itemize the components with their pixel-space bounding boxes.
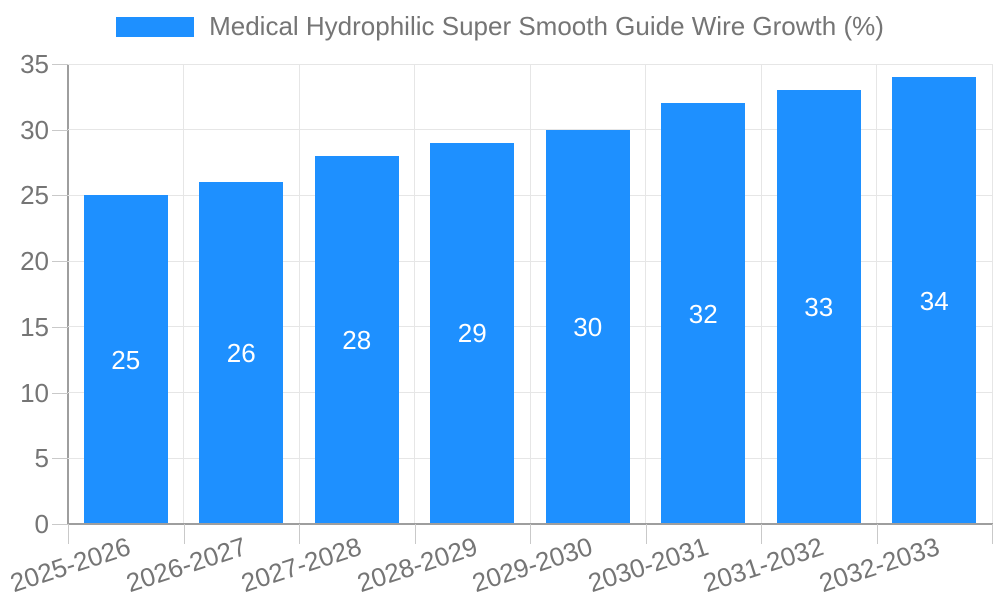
y-tick-label: 30 [20, 114, 49, 145]
y-tick-mark [52, 326, 68, 328]
bar-value-label: 25 [111, 344, 141, 375]
v-gridline [529, 64, 531, 524]
y-tick-label: 5 [34, 443, 49, 474]
v-gridline [645, 64, 646, 524]
bar: 33 [776, 90, 861, 524]
legend-series-label: Medical Hydrophilic Super Smooth Guide W… [209, 11, 884, 41]
x-tick-mark [530, 524, 531, 544]
bar: 30 [545, 129, 630, 524]
x-tick-label: 2030-2031 [584, 531, 712, 599]
y-tick-label: 15 [20, 311, 49, 342]
chart-legend: Medical Hydrophilic Super Smooth Guide W… [0, 11, 1000, 42]
x-tick-label: 2025-2026 [6, 531, 135, 599]
bar: 25 [83, 195, 168, 524]
x-tick-mark [183, 524, 185, 544]
x-tick-label: 2029-2030 [468, 531, 597, 599]
y-tick-mark [52, 129, 68, 131]
x-tick-mark [761, 524, 762, 544]
x-tick-mark [645, 524, 647, 544]
y-tick-label: 35 [20, 49, 49, 79]
plot-area: 25 26 28 29 30 32 33 34 [68, 63, 993, 524]
y-tick-label: 10 [20, 377, 49, 408]
x-tick-mark [68, 524, 69, 544]
x-tick-label: 2032-2033 [815, 531, 943, 599]
bar: 28 [314, 156, 399, 524]
y-tick-mark [52, 392, 68, 394]
y-tick-mark [52, 458, 68, 460]
y-tick-mark [52, 261, 68, 263]
v-gridline [760, 64, 762, 524]
v-gridline [414, 64, 415, 524]
x-tick-mark [876, 524, 878, 544]
y-tick-mark [52, 64, 68, 65]
y-tick-label: 0 [34, 509, 49, 539]
bar-value-label: 26 [226, 338, 256, 369]
y-tick-label: 20 [20, 246, 49, 277]
legend-color-swatch [116, 16, 195, 37]
x-tick-mark [414, 524, 416, 544]
x-tick-mark [992, 524, 993, 544]
bar: 29 [430, 142, 515, 524]
bar-value-label: 34 [919, 285, 949, 316]
bar-value-label: 30 [573, 311, 603, 342]
bar-value-label: 32 [688, 298, 718, 329]
bar-value-label: 29 [457, 318, 487, 349]
bar: 32 [661, 103, 746, 524]
y-tick-mark [52, 524, 68, 525]
x-tick-label: 2026-2027 [122, 531, 250, 599]
bar: 34 [892, 77, 977, 524]
y-tick-label: 25 [20, 180, 49, 211]
bar: 26 [199, 182, 284, 524]
x-tick-label: 2027-2028 [237, 531, 366, 599]
x-tick-label: 2028-2029 [353, 531, 481, 599]
x-tick-mark [299, 524, 300, 544]
y-tick-mark [52, 195, 68, 197]
bar-value-label: 28 [342, 325, 372, 355]
v-gridline [298, 64, 300, 524]
x-tick-label: 2031-2032 [699, 531, 828, 599]
y-axis-line [67, 64, 69, 524]
v-gridline [183, 64, 184, 524]
bar-value-label: 33 [804, 292, 834, 323]
v-gridline [876, 64, 877, 524]
